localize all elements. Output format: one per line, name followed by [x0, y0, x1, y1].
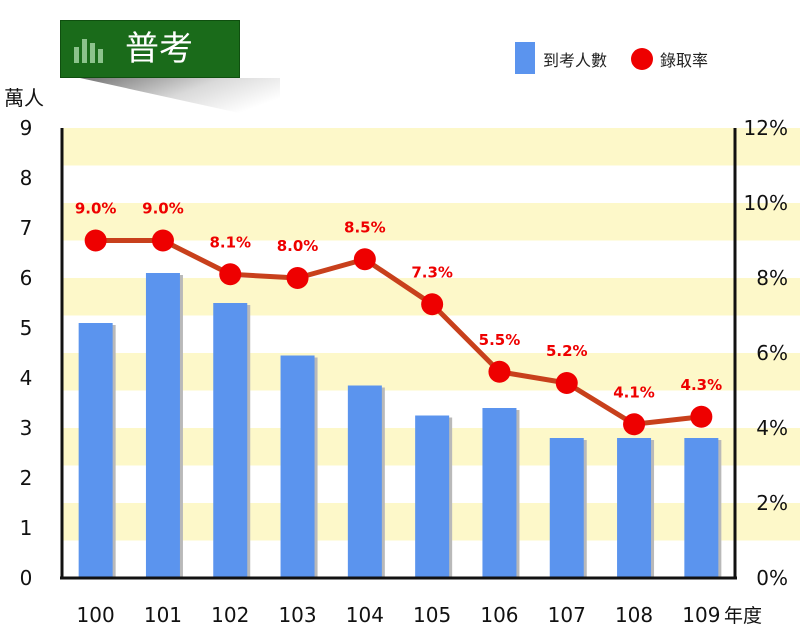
rate-point-106 [488, 360, 511, 383]
x-tick-label: 108 [615, 603, 653, 627]
bar-101 [145, 273, 180, 578]
rate-label-106: 5.5% [479, 331, 521, 349]
rate-point-102 [219, 263, 242, 286]
bar-105 [415, 415, 450, 578]
rate-label-105: 7.3% [411, 263, 453, 281]
y2-tick-label: 0% [756, 566, 788, 590]
rate-label-109: 4.3% [681, 376, 723, 394]
y2-tick-label: 2% [756, 491, 788, 515]
x-tick-label: 107 [548, 603, 586, 627]
bar-106 [482, 408, 517, 578]
bar-102 [213, 303, 248, 578]
bar-100 [78, 323, 113, 578]
bar-109 [684, 438, 719, 578]
band-4 [62, 353, 800, 391]
x-tick-label: 101 [144, 603, 182, 627]
legend-bar-label: 到考人數 [543, 51, 607, 70]
x-tick-label: 109 [682, 603, 720, 627]
rate-label-108: 4.1% [613, 383, 655, 401]
y2-tick-label: 6% [756, 341, 788, 365]
y-tick-label: 9 [20, 116, 33, 140]
legend-line-swatch [631, 48, 653, 70]
bar-108 [617, 438, 652, 578]
rate-label-102: 8.1% [209, 233, 251, 251]
x-tick-label: 104 [346, 603, 384, 627]
y-tick-label: 8 [20, 166, 33, 190]
rate-point-109 [690, 405, 713, 428]
rate-label-104: 8.5% [344, 218, 386, 236]
y-tick-label: 4 [20, 366, 33, 390]
legend: 到考人數 錄取率 [515, 42, 708, 74]
bar-104 [347, 385, 382, 578]
y-axis-title: 萬人 [4, 86, 44, 110]
rate-point-107 [555, 372, 578, 394]
rate-point-104 [353, 248, 376, 271]
band-8 [62, 203, 800, 241]
rate-label-101: 9.0% [142, 200, 184, 218]
y2-tick-label: 12% [744, 116, 788, 140]
y2-tick-label: 4% [756, 416, 788, 440]
rate-point-103 [286, 267, 309, 289]
bar-107 [549, 438, 584, 578]
x-tick-label: 106 [480, 603, 518, 627]
line-series [84, 229, 713, 436]
x-tick-label: 103 [278, 603, 316, 627]
rate-point-101 [151, 229, 174, 252]
legend-bar-swatch [515, 42, 535, 74]
rate-point-105 [421, 293, 444, 316]
y-tick-label: 1 [20, 516, 33, 540]
x-axis-title: 年度 [724, 605, 762, 627]
y-tick-label: 5 [20, 316, 33, 340]
y-tick-label: 0 [20, 566, 33, 590]
x-tick-label: 105 [413, 603, 451, 627]
x-tick-label: 102 [211, 603, 249, 627]
y-tick-label: 2 [20, 466, 33, 490]
tick-labels: 0 1 2 3 4 5 6 7 8 9 0% 2% 4% 6% 8% 10% 12% 100 101 102 103 10… [4, 86, 788, 627]
axes [60, 128, 737, 580]
y-tick-label: 6 [20, 266, 33, 290]
bar-103 [280, 355, 315, 578]
rate-label-100: 9.0% [75, 200, 117, 218]
legend-line-label: 錄取率 [660, 51, 708, 70]
bar-chart-icon [74, 39, 108, 63]
rate-label-107: 5.2% [546, 342, 588, 360]
y2-tick-label: 10% [744, 191, 788, 215]
rate-label-103: 8.0% [277, 237, 319, 255]
rate-line [95, 238, 702, 427]
band-10 [62, 128, 800, 166]
data-labels: 9.0% 9.0% 8.1% 8.0% 8.5% 7.3% 5.5% 5.2% 4.1% 4.3% [75, 200, 722, 402]
rate-point-108 [623, 413, 646, 436]
y2-tick-label: 8% [756, 266, 788, 290]
chart-title: 普考 [125, 29, 193, 69]
title-banner: 普考 [60, 20, 240, 78]
bar-series [78, 273, 722, 578]
rate-point-100 [84, 229, 107, 252]
x-tick-label: 100 [77, 603, 115, 627]
y-tick-label: 3 [20, 416, 33, 440]
y-tick-label: 7 [20, 216, 33, 240]
